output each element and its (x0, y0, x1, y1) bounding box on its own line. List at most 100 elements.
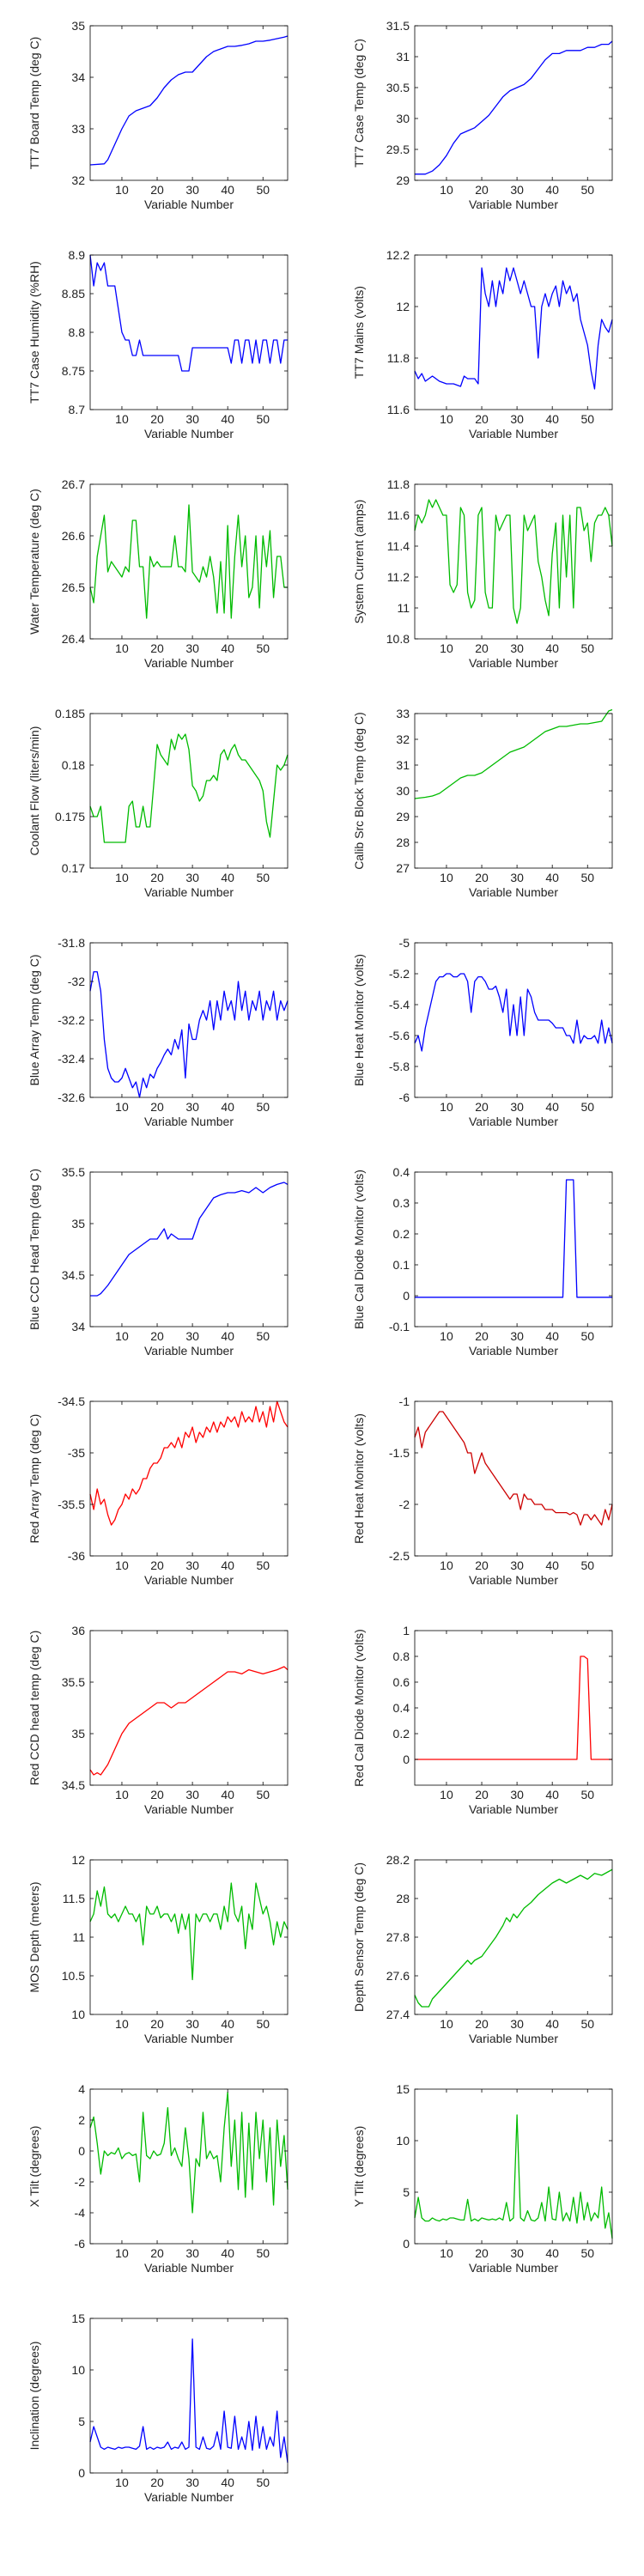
y-axis-label: Depth Sensor Temp (deg C) (352, 1862, 366, 2012)
plot-frame (89, 713, 289, 869)
x-tick-label: 20 (475, 871, 489, 884)
y-axis-label: Coolant Flow (liters/min) (27, 726, 41, 856)
y-tick-label: -2 (75, 2175, 86, 2189)
x-axis-label: Variable Number (469, 1802, 558, 1816)
plot-frame (89, 254, 289, 410)
x-tick-label: 10 (440, 1558, 453, 1572)
y-tick-label: -1 (399, 1394, 410, 1408)
x-tick-label: 50 (256, 871, 270, 884)
x-tick-label: 50 (580, 1558, 594, 1572)
x-tick-label: 40 (221, 2476, 234, 2489)
y-tick-label: -32 (68, 975, 85, 988)
x-tick-label: 30 (510, 412, 524, 426)
x-axis-label: Variable Number (469, 2032, 558, 2045)
y-tick-label: 5 (403, 2185, 410, 2199)
series-line (89, 733, 289, 843)
x-tick-label: 30 (510, 1788, 524, 1801)
chart-panel-5: 10 20 30 40 50 26.4 26.5 26.6 26.7 Variable Numbe… (27, 477, 289, 670)
plot-frame (414, 25, 613, 181)
y-tick-label: 10.8 (386, 632, 410, 646)
y-tick-label: -0.1 (389, 1320, 410, 1334)
x-tick-label: 10 (440, 1788, 453, 1801)
y-axis-label: Red Heat Monitor (volts) (352, 1413, 366, 1544)
series-line (414, 1868, 613, 2008)
series-line (89, 2338, 289, 2464)
x-tick-label: 10 (440, 2246, 453, 2260)
x-tick-label: 50 (580, 871, 594, 884)
plot-frame (414, 942, 613, 1098)
x-tick-label: 20 (475, 641, 489, 655)
series-line (414, 1411, 613, 1526)
x-tick-label: 20 (150, 641, 164, 655)
plot-frame (414, 1859, 613, 2015)
x-tick-label: 40 (545, 183, 559, 197)
x-axis-label: Variable Number (144, 2490, 234, 2504)
y-tick-label: 11 (397, 601, 410, 615)
x-tick-label: 40 (545, 871, 559, 884)
x-tick-label: 20 (150, 2246, 164, 2260)
plot-frame (89, 2088, 289, 2245)
y-tick-label: 33 (396, 707, 410, 720)
y-tick-label: 0 (403, 1753, 410, 1766)
x-tick-label: 20 (150, 1329, 164, 1343)
x-axis-label: Variable Number (144, 1115, 234, 1128)
plot-frame (414, 1171, 613, 1327)
y-tick-label: 8.7 (69, 403, 86, 416)
x-tick-label: 50 (580, 412, 594, 426)
y-axis-label: Water Temperature (deg C) (27, 489, 41, 635)
y-tick-label: 2 (78, 2113, 85, 2127)
y-tick-label: 34 (71, 1320, 85, 1334)
y-tick-label: 11.4 (387, 539, 410, 553)
x-tick-label: 10 (115, 412, 129, 426)
series-line (415, 1656, 612, 1760)
chart-panel-20: 10 20 30 40 50 0 5 10 15 Variable Number Y Tilt (d… (352, 2082, 613, 2275)
y-tick-label: 11.6 (387, 508, 410, 522)
y-tick-label: 35 (71, 1727, 85, 1741)
x-axis-label: Variable Number (469, 2261, 558, 2275)
y-tick-label: 30 (396, 784, 410, 798)
y-axis-label: Red CCD head temp (deg C) (27, 1631, 41, 1786)
x-tick-label: 10 (115, 871, 129, 884)
y-tick-label: 36 (71, 1624, 85, 1637)
y-tick-label: 28.2 (386, 1853, 410, 1867)
x-tick-label: 30 (510, 183, 524, 197)
x-tick-label: 40 (221, 412, 234, 426)
x-axis-label: Variable Number (469, 1344, 558, 1358)
y-tick-label: 26.6 (62, 529, 85, 543)
y-tick-label: 35.5 (62, 1165, 85, 1179)
x-tick-label: 10 (440, 1329, 453, 1343)
plot-frame (89, 1859, 289, 2015)
x-tick-label: 10 (440, 2017, 453, 2031)
y-tick-label: 12 (71, 1853, 85, 1867)
x-axis-label: Variable Number (144, 427, 234, 440)
chart-panel-4: 10 20 30 40 50 11.6 11.8 12 12.2 Variable Number T… (352, 248, 613, 440)
y-axis-label: Blue CCD Head Temp (deg C) (27, 1169, 41, 1330)
x-tick-label: 30 (510, 2246, 524, 2260)
x-tick-label: 10 (115, 183, 129, 197)
y-axis-label: MOS Depth (meters) (27, 1881, 41, 1992)
y-tick-label: 0 (78, 2466, 85, 2480)
x-tick-label: 50 (256, 1558, 270, 1572)
y-tick-label: -31.8 (58, 936, 85, 950)
x-tick-label: 40 (221, 1100, 234, 1114)
y-tick-label: 11.8 (387, 351, 410, 365)
y-tick-label: 11.8 (387, 477, 410, 491)
plot-frame (89, 2318, 289, 2474)
y-tick-label: 30 (396, 112, 410, 125)
x-tick-label: 40 (545, 2246, 559, 2260)
plot-frame (414, 1400, 613, 1557)
y-tick-label: 34.5 (62, 1268, 85, 1282)
series-line (414, 973, 613, 1052)
series-line (414, 499, 613, 624)
series-line (90, 1182, 289, 1297)
series-line (89, 2091, 289, 2214)
x-tick-label: 50 (256, 641, 270, 655)
x-tick-label: 30 (185, 2246, 199, 2260)
chart-panel-1: 10 20 30 40 50 32 33 34 35 Variable Number TT7 Boa… (27, 19, 289, 211)
x-tick-label: 30 (185, 641, 199, 655)
x-tick-label: 10 (115, 1558, 129, 1572)
y-tick-label: -1.5 (389, 1446, 410, 1460)
chart-panel-16: 10 20 30 40 50 0 0.2 0.4 0.6 0.8 1 Variable Number R… (352, 1624, 613, 1816)
x-tick-label: 30 (510, 641, 524, 655)
